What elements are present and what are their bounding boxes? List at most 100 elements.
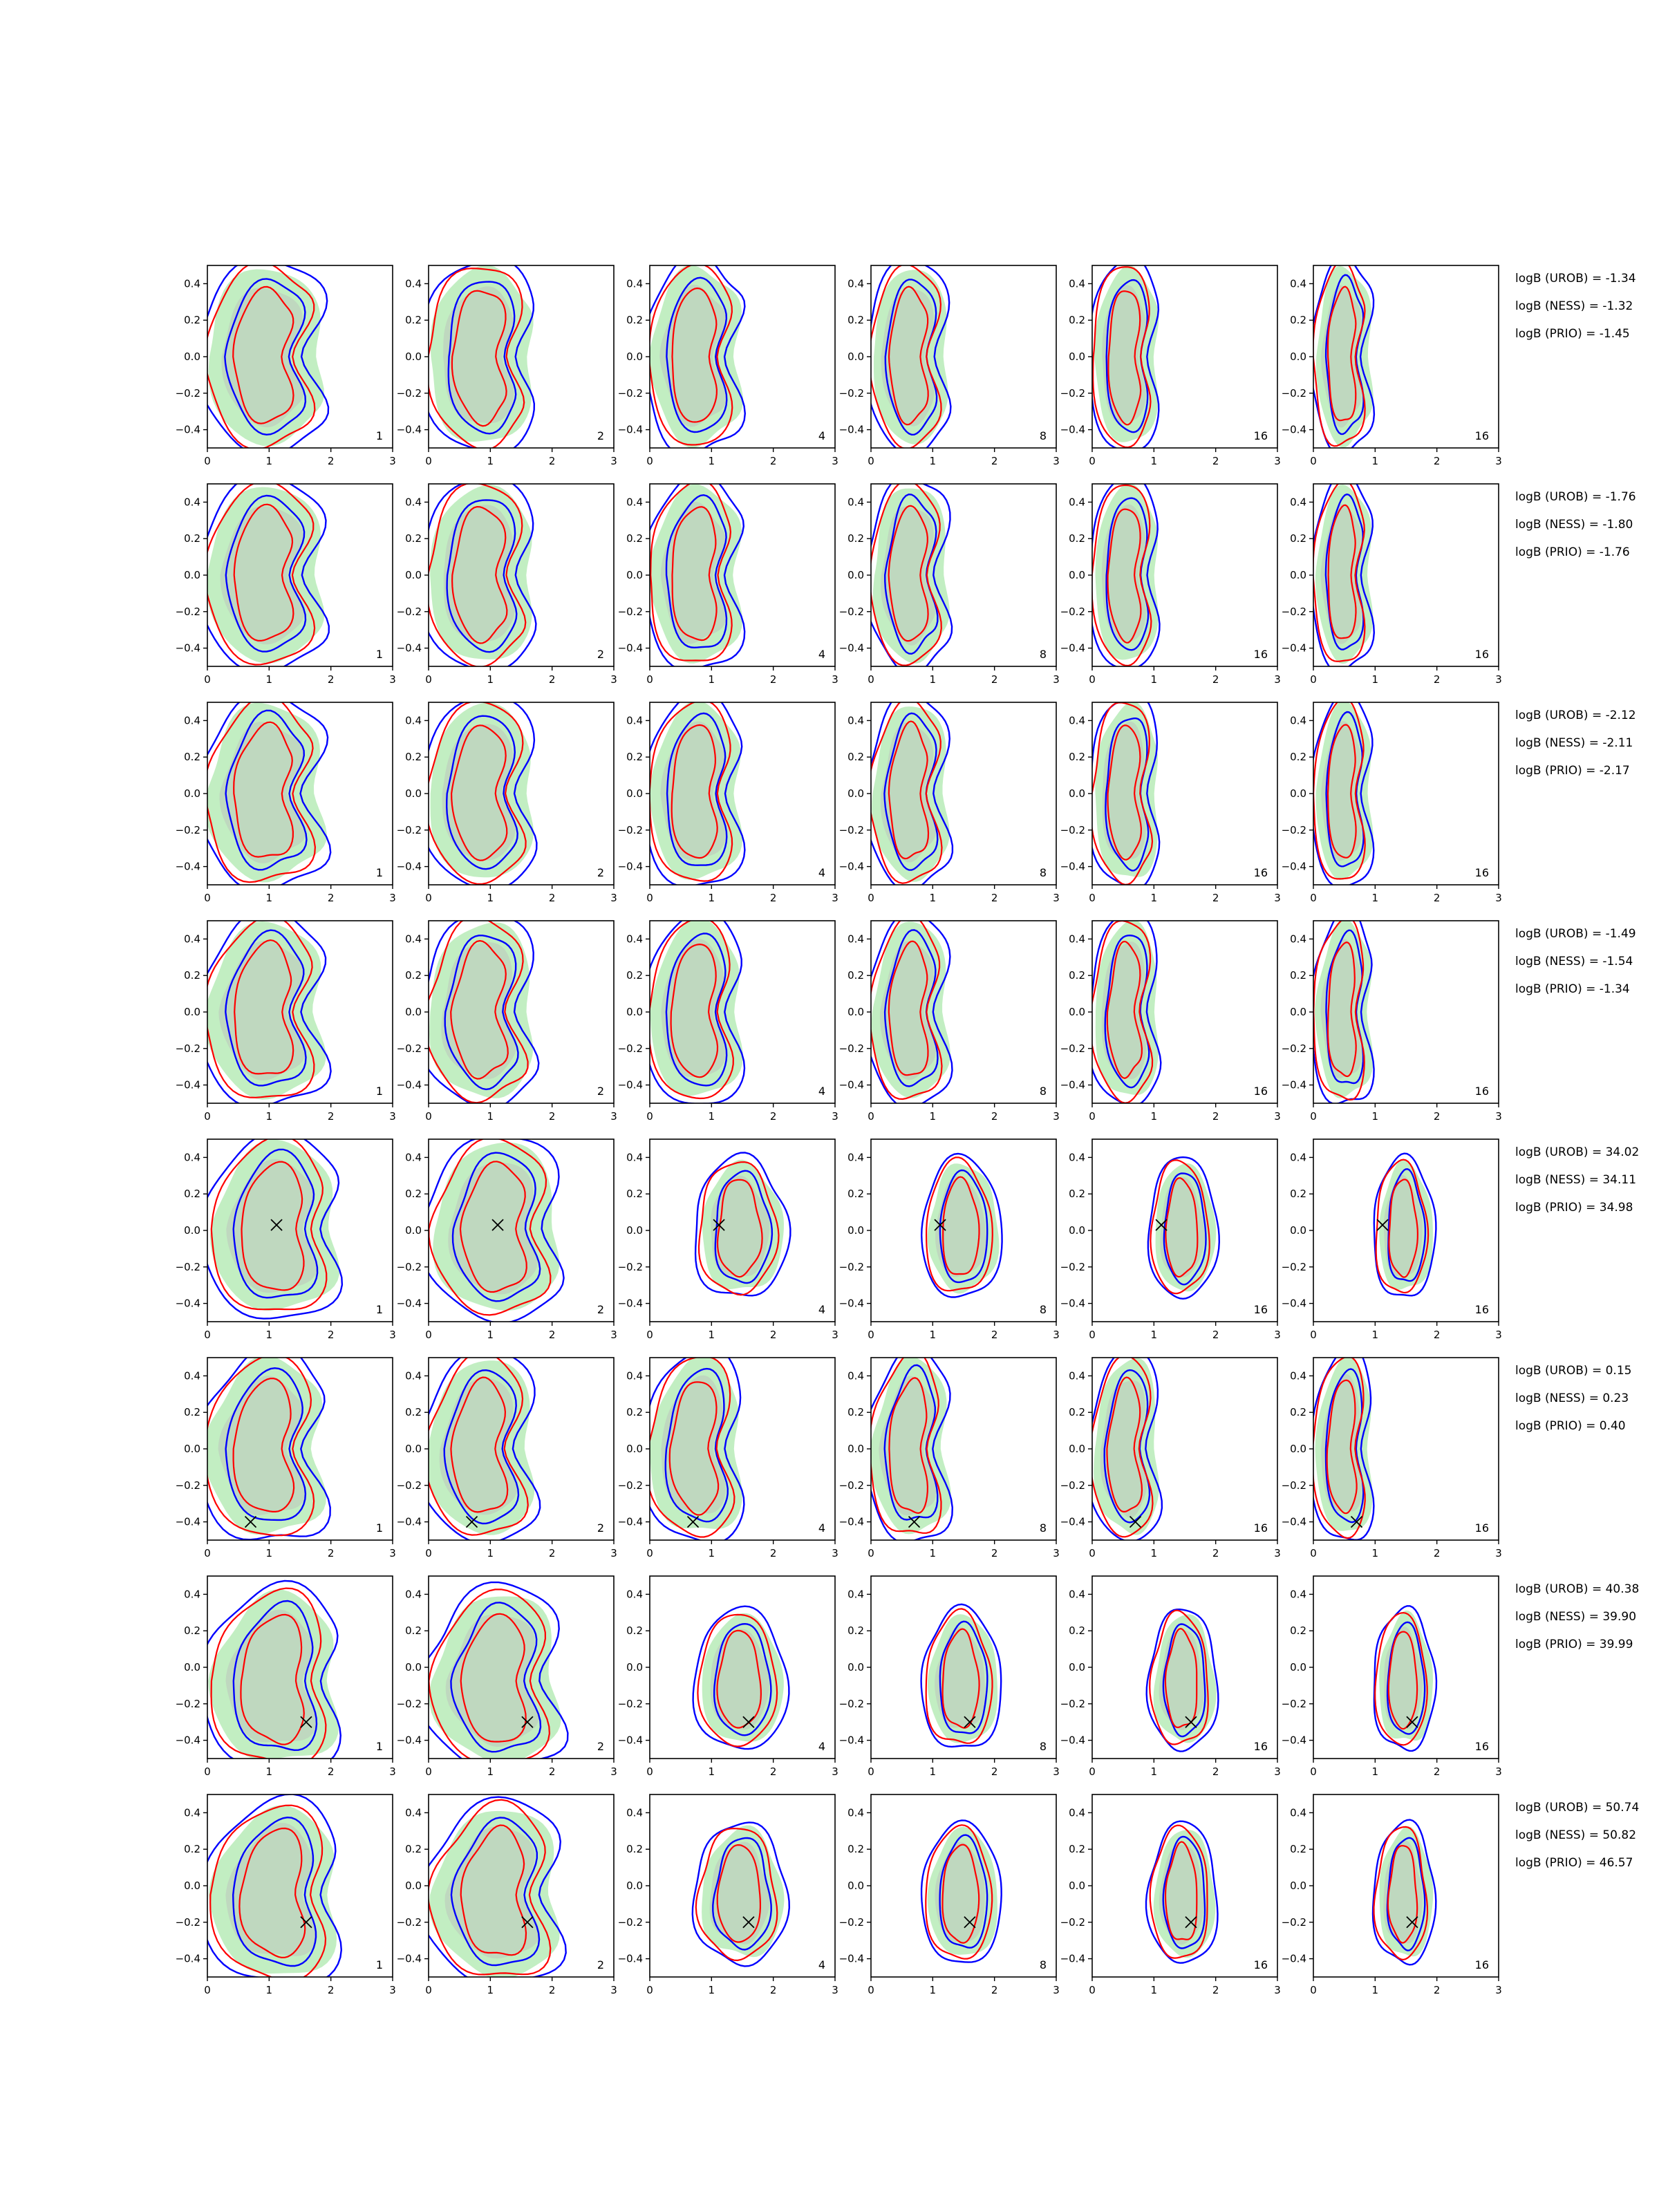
panel-label: 1: [376, 429, 383, 442]
x-tick-label: 2: [991, 1765, 998, 1778]
green-density-region: [871, 1358, 951, 1535]
y-tick-label: 0.2: [1069, 1406, 1085, 1418]
y-tick-label: 0.2: [405, 1406, 422, 1418]
y-tick-label: −0.4: [1060, 1297, 1085, 1310]
red-contour-inner: [888, 1377, 929, 1515]
x-tick-label: 1: [487, 673, 494, 686]
panel-label: 16: [1254, 648, 1268, 661]
x-tick-label: 1: [930, 1547, 937, 1559]
x-tick-label: 3: [1495, 892, 1502, 904]
panel-label: 2: [597, 866, 604, 879]
subplot-r2-c1: −0.4−0.20.00.20.40 1 2 31: [176, 483, 396, 686]
red-contour-outer: [871, 1358, 942, 1534]
green-density-region: [207, 1358, 326, 1535]
y-tick-label: −0.4: [618, 1297, 643, 1310]
x-tick-label: 2: [328, 455, 335, 467]
y-tick-label: 0.2: [626, 1624, 643, 1637]
x-tick-label: 3: [610, 673, 617, 686]
x-tick-label: 3: [389, 892, 396, 904]
subplot-r6-c6: −0.4 −0.2 0.0 0.2 0.4 0 1 2 3 16: [1282, 1357, 1502, 1559]
gray-density-region: [1101, 504, 1146, 641]
y-tick-label: −0.2: [1060, 1698, 1085, 1710]
y-tick-label: 0.0: [626, 350, 643, 363]
red-contour-inner: [671, 506, 718, 641]
x-tick-label: 2: [328, 1110, 335, 1123]
x-tick-label: 2: [1212, 1329, 1219, 1341]
red-contour-inner: [1107, 290, 1142, 426]
gray-density-region: [225, 1823, 317, 1956]
red-contour-inner: [450, 724, 508, 861]
x-tick-label: 1: [1151, 1765, 1158, 1778]
x-tick-label: 0: [868, 455, 874, 467]
blue-contour-outer: [207, 702, 332, 885]
y-tick-label: −0.4: [176, 424, 200, 436]
x-tick-label: 2: [770, 1984, 777, 1996]
y-tick-label: 0.2: [184, 969, 200, 982]
panel-label: 16: [1475, 866, 1489, 879]
logb-value: logB (NESS) = -1.80: [1515, 518, 1633, 532]
red-contour-inner: [716, 1844, 761, 1943]
x-tick-label: 3: [1495, 673, 1502, 686]
x-tick-label: 2: [991, 1984, 998, 1996]
x-tick-label: 3: [832, 1329, 838, 1341]
blue-contour-outer: [650, 484, 746, 666]
x-tick-label: 1: [930, 1765, 937, 1778]
logb-value: logB (PRIO) = -1.34: [1515, 982, 1630, 996]
panel-label: 8: [1040, 866, 1047, 879]
x-tick-label: 3: [1274, 1765, 1281, 1778]
x-tick-label: 3: [832, 892, 838, 904]
red-contour-inner: [241, 1161, 305, 1291]
y-tick-label: 0.0: [405, 1006, 422, 1018]
green-density-region: [207, 702, 327, 883]
y-tick-label: 0.2: [184, 751, 200, 763]
y-tick-label: 0.2: [847, 532, 864, 545]
true-value-marker: [244, 1515, 257, 1528]
y-tick-label: 0.2: [1290, 1843, 1306, 1855]
y-tick-label: −0.4: [839, 1516, 864, 1528]
blue-contour-inner: [450, 1817, 541, 1967]
panel-label: 4: [818, 1085, 825, 1098]
true-value-marker: [713, 1219, 725, 1231]
y-tick-label: 0.0: [405, 787, 422, 800]
y-tick-label: 0.0: [184, 569, 200, 581]
subplot-r1-c6: −0.4 −0.2 0.0 0.2 0.4 0 1 2 3 16: [1282, 265, 1502, 467]
true-value-marker: [964, 1916, 976, 1929]
x-tick-label: 1: [1372, 673, 1379, 686]
red-contour-inner: [716, 1179, 763, 1278]
blue-contour-outer: [1373, 1605, 1438, 1752]
x-tick-label: 0: [204, 1110, 211, 1123]
x-tick-label: 3: [832, 673, 838, 686]
logb-value: logB (NESS) = -1.32: [1515, 299, 1633, 313]
red-contour-inner: [233, 721, 294, 858]
y-tick-label: 0.0: [184, 1224, 200, 1237]
x-tick-label: 1: [487, 1110, 494, 1123]
y-tick-label: 0.4: [626, 277, 643, 290]
x-tick-label: 0: [868, 1329, 874, 1341]
red-contour-inner: [668, 1381, 720, 1516]
x-tick-label: 3: [610, 455, 617, 467]
panel-label: 16: [1475, 1958, 1489, 1971]
x-tick-label: 2: [1434, 1329, 1441, 1341]
y-tick-label: −0.2: [1060, 1261, 1085, 1273]
y-tick-label: 0.2: [184, 532, 200, 545]
blue-contour-inner: [232, 1816, 317, 1967]
blue-contour-inner: [224, 278, 307, 436]
red-contour-outer: [429, 1358, 529, 1536]
y-tick-label: −0.2: [618, 606, 643, 618]
red-contour-inner: [1164, 1841, 1198, 1940]
x-tick-label: 0: [868, 1110, 874, 1123]
x-tick-label: 0: [1089, 1765, 1096, 1778]
y-tick-label: 0.0: [405, 1661, 422, 1674]
x-tick-label: 0: [204, 455, 211, 467]
subplot-r7-c6: −0.4 −0.2 0.0 0.2 0.4 0 1 2 3 16: [1282, 1575, 1502, 1778]
x-tick-label: 1: [1151, 1547, 1158, 1559]
y-tick-label: −0.2: [618, 1479, 643, 1492]
x-tick-label: 0: [425, 673, 432, 686]
x-tick-label: 3: [1274, 892, 1281, 904]
y-tick-label: 0.4: [184, 1369, 200, 1382]
green-density-region: [1094, 1358, 1159, 1535]
x-tick-label: 1: [930, 1110, 937, 1123]
blue-contour-inner: [225, 494, 307, 653]
subplot-r5-c6: −0.4 −0.2 0.0 0.2 0.4 0 1 2 3 16: [1282, 1138, 1502, 1341]
y-tick-label: −0.4: [176, 1297, 200, 1310]
